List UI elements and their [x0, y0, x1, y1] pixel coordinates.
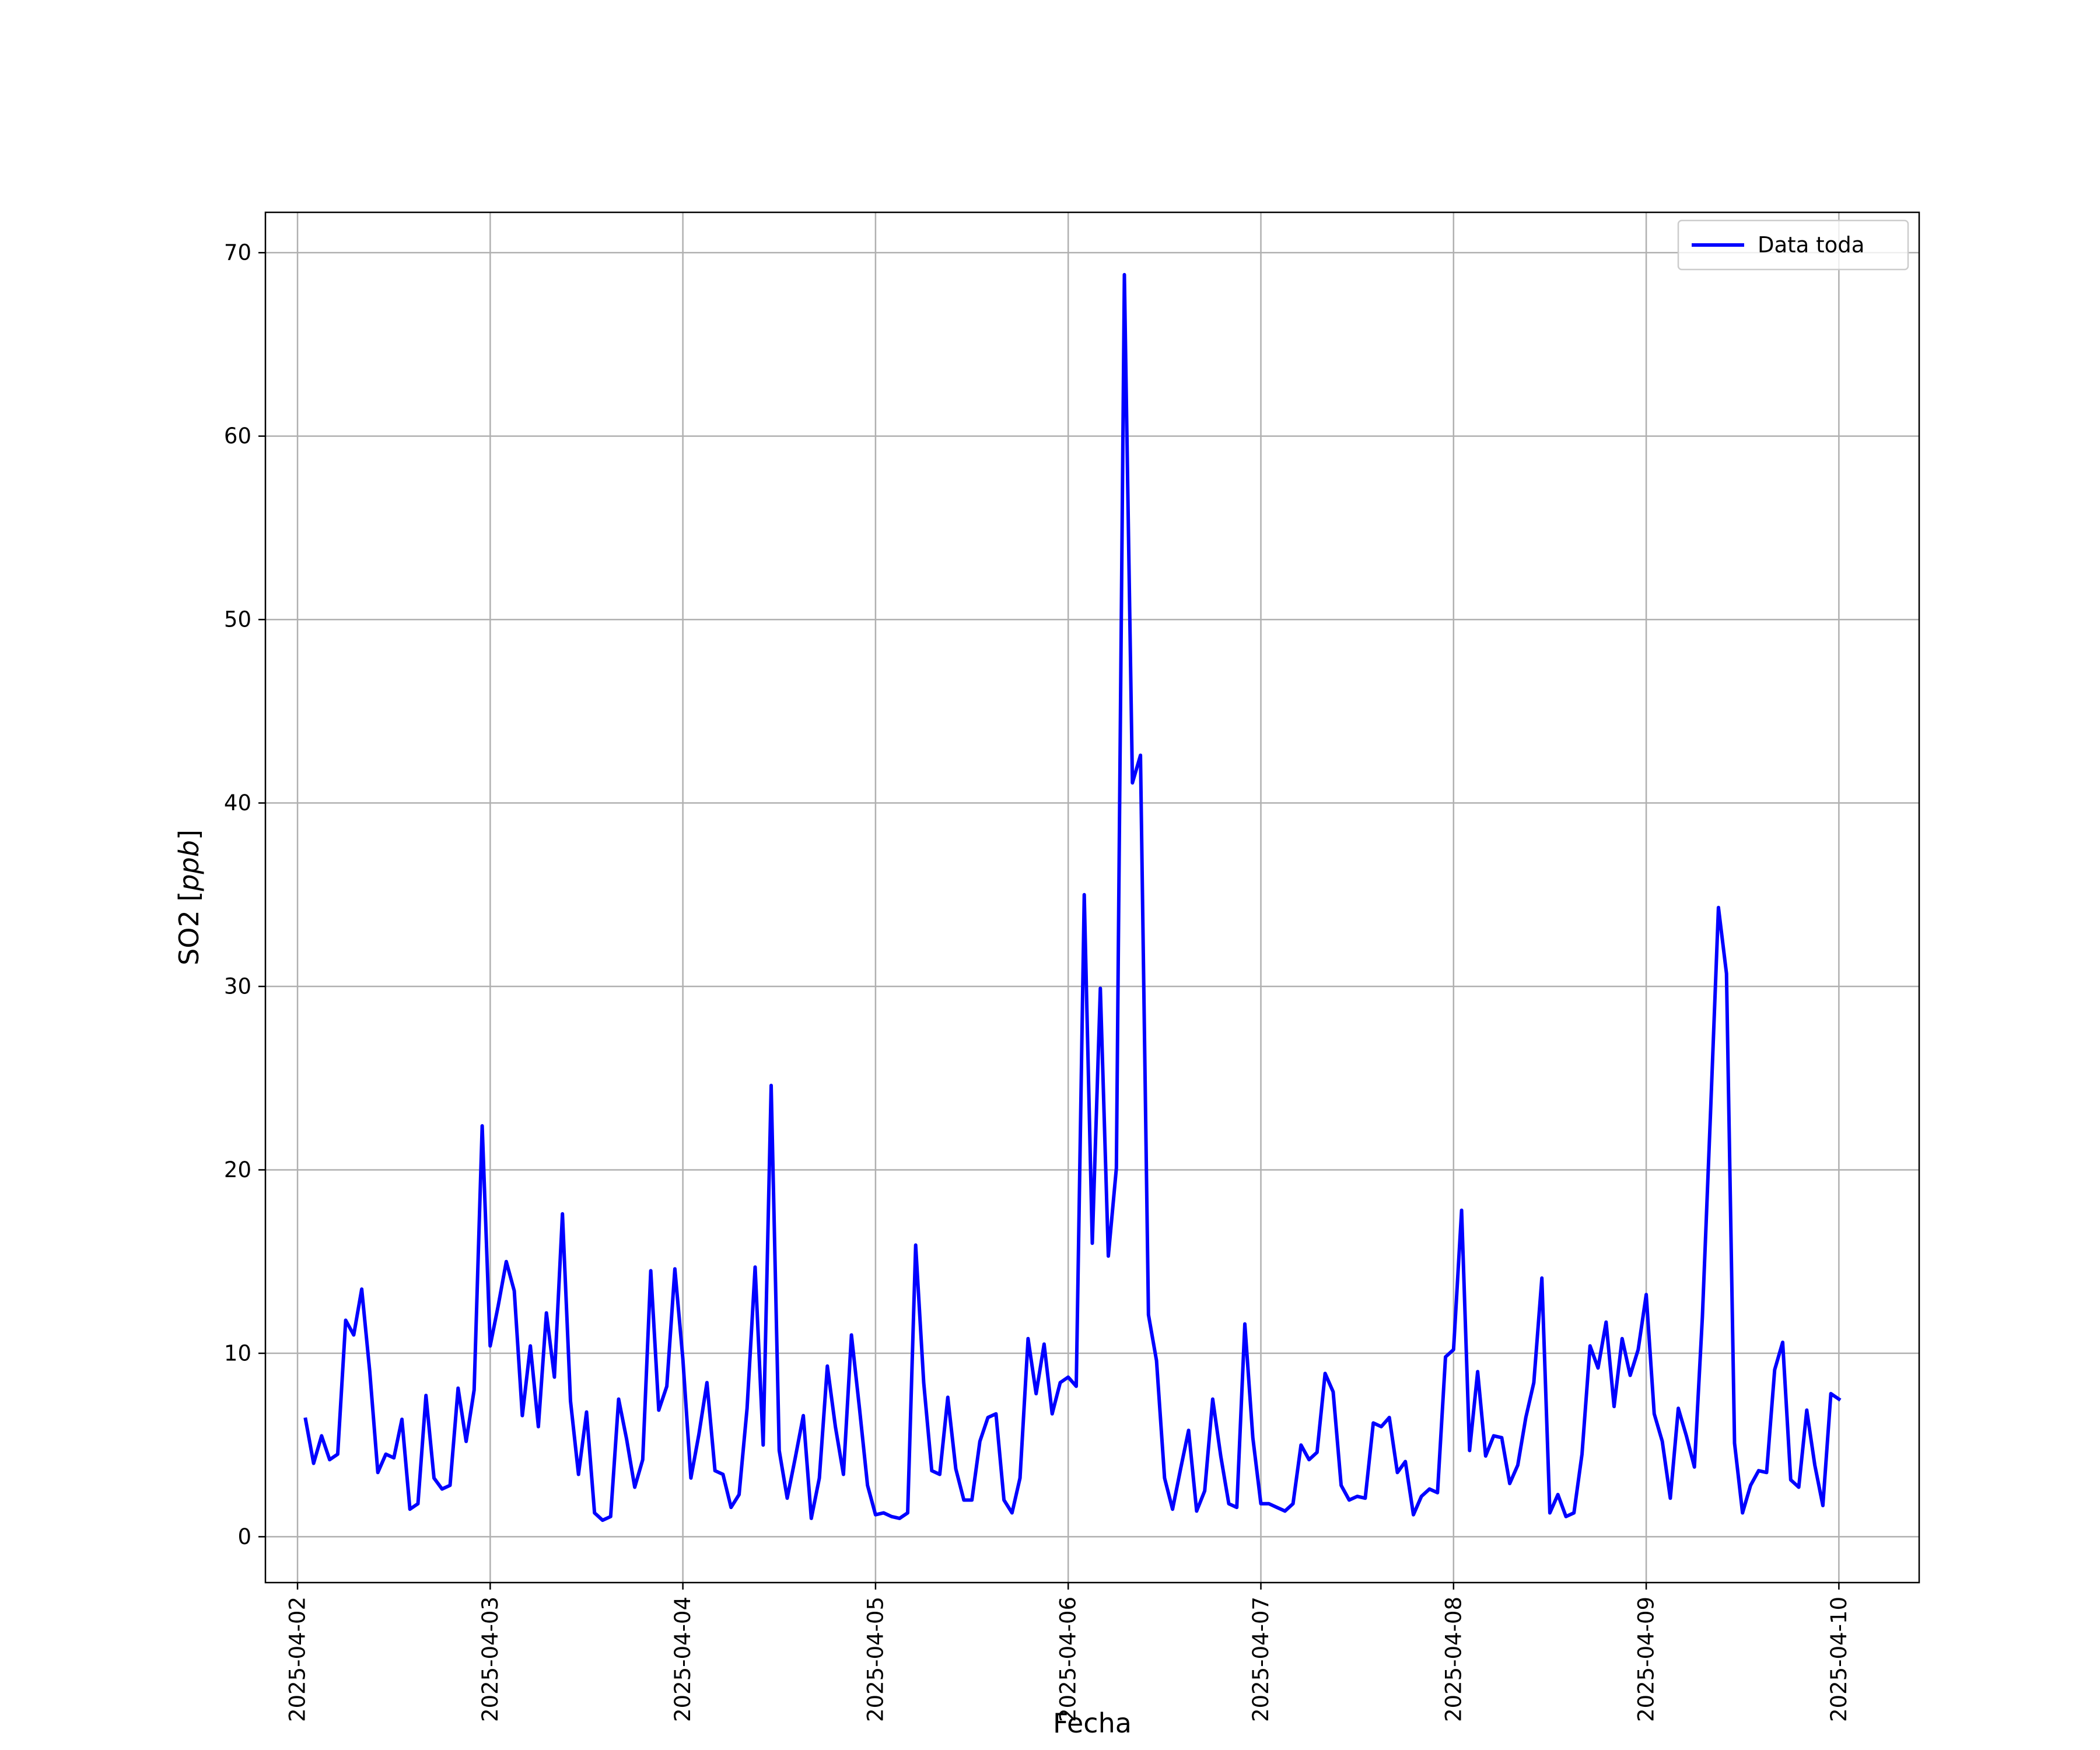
y-tick-label: 10 [224, 1340, 251, 1366]
x-tick-label: 2025-04-06 [1056, 1597, 1081, 1722]
x-axis-label: Fecha [1053, 1707, 1132, 1739]
y-tick-label: 60 [224, 424, 251, 449]
x-tick-label: 2025-04-02 [285, 1597, 310, 1722]
x-tick-label: 2025-04-09 [1634, 1597, 1659, 1722]
y-tick-label: 40 [224, 790, 251, 816]
x-tick-label: 2025-04-05 [863, 1597, 888, 1722]
y-tick-label: 30 [224, 974, 251, 999]
y-tick-label: 50 [224, 607, 251, 632]
grid-layer [265, 212, 1919, 1583]
legend-label-data-toda: Data toda [1758, 233, 1864, 258]
y-axis-label-suffix: ] [173, 830, 205, 840]
x-tick-label: 2025-04-07 [1248, 1597, 1273, 1722]
ticks-layer: 2025-04-02 2025-04-03 2025-04-04 2025-04-05… [224, 240, 1852, 1722]
series-line-data-toda [303, 272, 1842, 1522]
series-layer [303, 272, 1842, 1522]
y-axis-label: SO2 [ppb] [173, 830, 205, 965]
y-axis-label-unit: ppb [173, 840, 205, 892]
y-tick-label: 70 [224, 240, 251, 265]
legend-box [1677, 219, 1909, 271]
y-tick-label: 20 [224, 1157, 251, 1182]
x-tick-label: 2025-04-03 [478, 1597, 503, 1722]
legend: Data toda [1677, 219, 1909, 271]
plot-frame [264, 211, 1920, 1584]
x-tick-label: 2025-04-08 [1441, 1597, 1466, 1722]
x-tick-label: 2025-04-04 [670, 1597, 695, 1722]
y-axis-label-prefix: SO2 [ [173, 891, 205, 965]
x-tick-label: 2025-04-10 [1826, 1597, 1852, 1722]
y-tick-label: 0 [237, 1524, 251, 1549]
